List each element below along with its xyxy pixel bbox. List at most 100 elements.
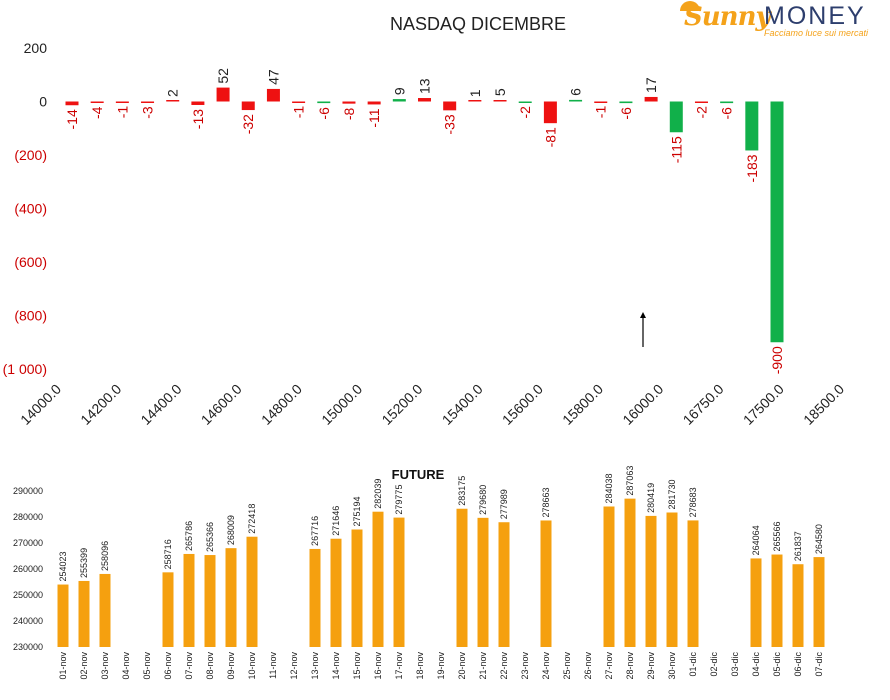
bar — [518, 101, 532, 103]
future-bar — [687, 520, 699, 647]
bar — [543, 101, 557, 124]
future-x-tick-label: 04-dic — [751, 652, 761, 677]
future-title: FUTURE — [392, 467, 445, 482]
future-data-label: 258716 — [163, 539, 173, 569]
data-label: -81 — [542, 127, 558, 147]
data-label: -3 — [140, 106, 156, 119]
future-data-label: 282039 — [373, 479, 383, 509]
y-tick-label: (400) — [14, 201, 47, 217]
bar — [443, 101, 457, 111]
logo-tagline: Facciamo luce sui mercati — [764, 28, 869, 38]
future-bar — [99, 573, 111, 647]
future-data-label: 271646 — [331, 506, 341, 536]
future-bar — [204, 555, 216, 647]
future-data-label: 255399 — [79, 548, 89, 578]
future-data-label: 265566 — [772, 521, 782, 551]
future-x-tick-label: 20-nov — [457, 652, 467, 680]
future-x-tick-label: 06-nov — [163, 652, 173, 680]
future-x-tick-label: 25-nov — [562, 652, 572, 680]
chart-title: NASDAQ DICEMBRE — [390, 14, 566, 34]
bar — [367, 101, 381, 105]
future-data-label: 254023 — [58, 551, 68, 581]
future-bar — [477, 517, 489, 647]
future-x-tick-label: 06-dic — [793, 652, 803, 677]
bar — [266, 88, 280, 102]
future-x-tick-label: 03-nov — [100, 652, 110, 680]
future-bar — [540, 520, 552, 647]
bar — [317, 101, 331, 104]
future-x-tick-label: 01-nov — [58, 652, 68, 680]
logo-text-money: MONEY — [764, 2, 866, 30]
data-label: 6 — [568, 88, 584, 96]
future-y-tick-label: 270000 — [13, 538, 43, 548]
data-label: -6 — [618, 107, 634, 120]
future-bar — [750, 558, 762, 647]
future-x-tick-label: 17-nov — [394, 652, 404, 680]
bar — [644, 96, 658, 102]
x-tick-label: 16000.0 — [619, 381, 666, 428]
bar — [694, 101, 708, 103]
bar — [569, 99, 583, 102]
future-x-tick-label: 13-nov — [310, 652, 320, 680]
data-label: 9 — [391, 87, 407, 95]
future-x-tick-label: 10-nov — [247, 652, 257, 680]
data-label: -14 — [64, 109, 80, 129]
future-bar — [624, 498, 636, 647]
data-label: -1 — [114, 106, 130, 119]
future-data-label: 278663 — [541, 487, 551, 517]
future-x-tick-label: 07-dic — [814, 652, 824, 677]
x-tick-label: 15200.0 — [378, 381, 425, 428]
future-x-tick-label: 03-dic — [730, 652, 740, 677]
data-label: -6 — [316, 107, 332, 120]
future-data-label: 279775 — [394, 485, 404, 515]
future-bar — [330, 538, 342, 647]
data-label: -32 — [240, 114, 256, 134]
bar — [65, 101, 79, 106]
x-tick-label: 15600.0 — [499, 381, 546, 428]
future-y-tick-label: 260000 — [13, 564, 43, 574]
data-label: 5 — [492, 88, 508, 96]
future-x-tick-label: 16-nov — [373, 652, 383, 680]
future-x-tick-label: 29-nov — [646, 652, 656, 680]
x-tick-label: 15000.0 — [318, 381, 365, 428]
future-x-tick-label: 05-nov — [142, 652, 152, 680]
future-data-label: 264580 — [814, 524, 824, 554]
x-tick-label: 14600.0 — [198, 381, 245, 428]
future-data-label: 287063 — [625, 466, 635, 496]
y-tick-label: (1 000) — [3, 361, 47, 377]
bar — [619, 101, 633, 104]
future-bar — [393, 517, 405, 647]
data-label: 52 — [215, 68, 231, 84]
future-x-tick-label: 26-nov — [583, 652, 593, 680]
future-x-tick-label: 19-nov — [436, 652, 446, 680]
data-label: -183 — [744, 154, 760, 182]
future-bar — [246, 536, 258, 647]
future-data-label: 265366 — [205, 522, 215, 552]
future-bar — [372, 511, 384, 647]
future-data-label: 280419 — [646, 483, 656, 513]
bar — [342, 101, 356, 104]
y-tick-label: (600) — [14, 254, 47, 270]
future-x-tick-label: 02-nov — [79, 652, 89, 680]
x-tick-label: 15400.0 — [439, 381, 486, 428]
future-x-tick-label: 21-nov — [478, 652, 488, 680]
data-label: 1 — [467, 89, 483, 97]
y-tick-label: (800) — [14, 308, 47, 324]
future-x-tick-label: 22-nov — [499, 652, 509, 680]
x-tick-label: 17500.0 — [740, 381, 787, 428]
x-tick-label: 14800.0 — [258, 381, 305, 428]
bar — [166, 100, 180, 102]
future-x-tick-label: 23-nov — [520, 652, 530, 680]
future-data-label: 264064 — [751, 525, 761, 555]
future-x-tick-label: 30-nov — [667, 652, 677, 680]
future-x-tick-label: 18-nov — [415, 652, 425, 680]
future-y-tick-label: 280000 — [13, 512, 43, 522]
data-label: -11 — [366, 108, 382, 127]
bar — [720, 101, 734, 104]
future-x-tick-label: 08-nov — [205, 652, 215, 680]
future-data-label: 261837 — [793, 531, 803, 561]
future-bar — [183, 553, 195, 647]
x-tick-label: 14200.0 — [77, 381, 124, 428]
future-y-tick-label: 240000 — [13, 616, 43, 626]
